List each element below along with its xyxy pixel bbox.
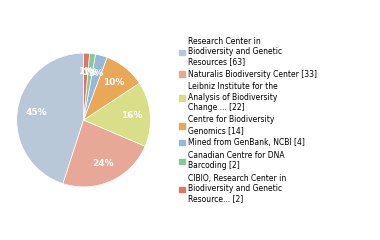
Text: 10%: 10% [103,78,124,87]
Text: 24%: 24% [93,159,114,168]
Wedge shape [17,53,84,184]
Wedge shape [84,54,107,120]
Wedge shape [84,83,150,146]
Text: 1%: 1% [78,67,93,76]
Text: 16%: 16% [121,111,142,120]
Wedge shape [84,57,139,120]
Text: 45%: 45% [25,108,47,117]
Wedge shape [84,53,95,120]
Wedge shape [63,120,145,187]
Text: 3%: 3% [89,69,104,78]
Legend: Research Center in
Biodiversity and Genetic
Resources [63], Naturalis Biodiversi: Research Center in Biodiversity and Gene… [179,36,317,204]
Text: 1%: 1% [82,68,98,77]
Wedge shape [84,53,90,120]
